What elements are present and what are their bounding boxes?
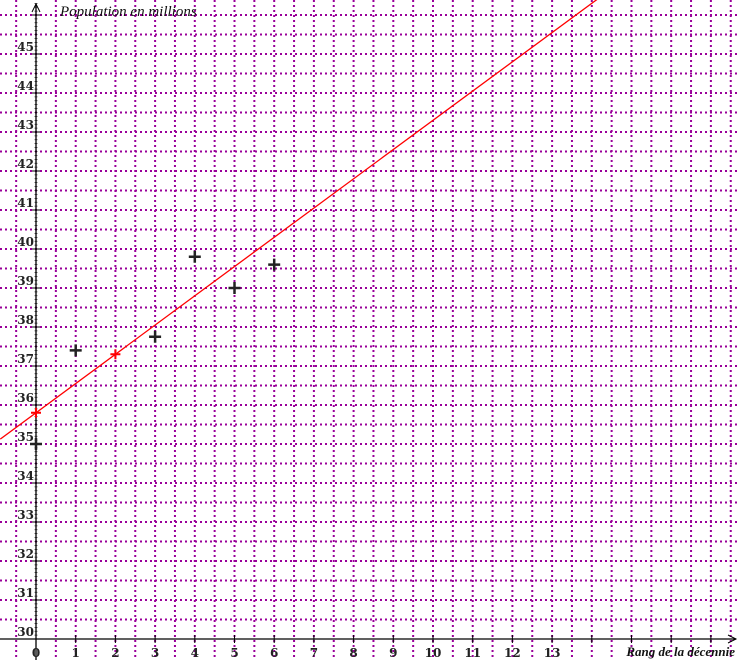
- x-tick-label: 7: [310, 646, 318, 660]
- x-tick-label: 3: [151, 646, 159, 660]
- y-tick-label: 41: [17, 196, 34, 210]
- x-tick-label: 5: [230, 646, 238, 660]
- y-tick-label: 35: [17, 430, 34, 444]
- x-axis-arrow: [727, 634, 738, 644]
- y-tick-label: 36: [17, 391, 34, 405]
- x-tick-label: 12: [504, 646, 521, 660]
- y-tick-label: 38: [17, 313, 34, 327]
- y-axis-label: Population en millions: [59, 4, 197, 20]
- highlighted-point: [110, 349, 121, 360]
- data-point: [30, 438, 42, 450]
- x-tick-label: 4: [191, 646, 199, 660]
- x-tick-label: 1: [72, 646, 80, 660]
- x-tick-label: 8: [349, 646, 357, 660]
- y-tick-label: 42: [17, 157, 34, 171]
- x-tick-label: 13: [544, 646, 561, 660]
- data-point: [149, 330, 162, 343]
- y-tick-label: 44: [17, 79, 34, 93]
- marks: [0, 0, 598, 450]
- x-axis-label: Rang de la décennie: [625, 644, 735, 659]
- x-tick-label: 10: [425, 646, 442, 660]
- x-tick-label: 11: [464, 646, 481, 660]
- data-point: [188, 250, 201, 263]
- data-point: [268, 258, 281, 271]
- y-tick-label: 31: [17, 586, 34, 600]
- y-tick-label: 43: [17, 118, 34, 132]
- y-tick-label: 45: [17, 40, 34, 54]
- y-tick-label: 39: [17, 274, 34, 288]
- highlighted-point: [31, 407, 41, 418]
- x-tick-label: 6: [270, 646, 278, 660]
- y-tick-label: 33: [17, 508, 34, 522]
- x-tick-label: 0: [32, 646, 40, 660]
- tick-labels: 0 1 2 3 4 5 6 7 8 9 10 11 12 133031323334353637383940…: [17, 40, 560, 660]
- y-axis-arrow: [31, 2, 41, 13]
- y-tick-label: 40: [17, 235, 34, 249]
- y-tick-label: 34: [17, 469, 34, 483]
- data-point: [228, 282, 241, 294]
- x-tick-label: 2: [111, 646, 119, 660]
- y-tick-label: 37: [17, 352, 34, 366]
- trend-line: [0, 0, 598, 440]
- y-tick-label: 32: [17, 547, 34, 561]
- x-tick-label: 9: [389, 646, 397, 660]
- y-tick-label: 30: [17, 625, 34, 639]
- data-point: [69, 344, 82, 357]
